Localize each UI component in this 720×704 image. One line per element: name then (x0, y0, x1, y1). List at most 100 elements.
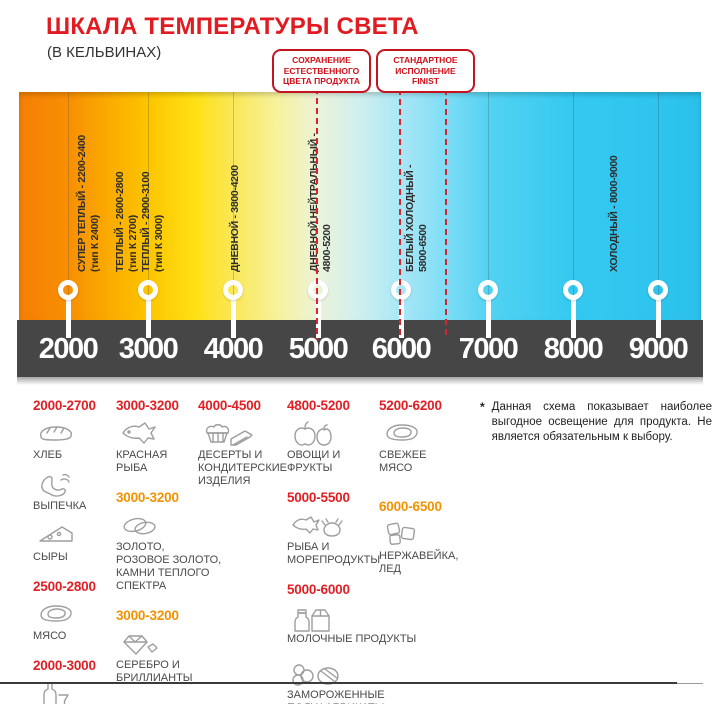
category-item: ВЫПЕЧКА (33, 471, 113, 513)
category-label: СВЕЖЕЕ МЯСО (379, 449, 427, 474)
zone-label-cold: ХОЛОДНЫЙ - 8000-9000 (608, 155, 620, 272)
category-label: ОВОЩИ И ФРУКТЫ (287, 449, 341, 474)
category-label: КРАСНАЯ РЫБА (116, 449, 168, 474)
category-label: ЗАМОРОЖЕННЫЕ ПОЛУФАБРИКАТЫ (287, 689, 385, 704)
gridline-3000 (148, 92, 149, 320)
marker-stem-4000 (230, 296, 236, 338)
meat-icon (36, 601, 113, 628)
footnote-text: Данная схема показывает наиболее выгодно… (491, 401, 712, 443)
zone-label-warm-3000: ТЕПЛЫЙ - 2900-3100 (тип К 3000) (140, 171, 165, 272)
gridline-9000 (658, 92, 659, 320)
category-group: 5200-6200 СВЕЖЕЕ МЯСО (379, 398, 465, 475)
category-label: МОЛОЧНЫЕ ПРОДУКТЫ (287, 633, 417, 645)
temperature-range: 5000-5500 (287, 490, 350, 505)
gridline-4000 (233, 92, 234, 320)
zone-label-warm-2700: ТЕПЛЫЙ - 2600-2800 (тип К 2700) (114, 171, 139, 272)
produce-icon (290, 420, 379, 447)
category-group: 3000-3200 ЗОЛОТО, РОЗОВОЕ ЗОЛОТО, КАМНИ … (116, 490, 222, 593)
category-label: ЗОЛОТО, РОЗОВОЕ ЗОЛОТО, КАМНИ ТЕПЛОГО СП… (116, 541, 222, 592)
bottom-rule (0, 682, 677, 684)
category-group: 2000-2700 ХЛЕБ ВЫПЕЧКА СЫРЫ (33, 398, 113, 564)
footnote-asterisk: * (480, 400, 485, 414)
marker-stem-8000 (570, 296, 576, 338)
fish-icon (119, 420, 200, 447)
category-column-3: 4000-4500 ДЕСЕРТЫ И КОНДИТЕРСКИЕ ИЗДЕЛИЯ (198, 398, 288, 503)
category-group: 3000-3200 СЕРЕБРО И БРИЛЛИАНТЫ (116, 608, 200, 685)
category-label: ДЕСЕРТЫ И КОНДИТЕРСКИЕ ИЗДЕЛИЯ (198, 449, 288, 487)
category-column-1: 2000-2700 ХЛЕБ ВЫПЕЧКА СЫРЫ 250 (33, 398, 113, 704)
category-item: СЕРЕБРО И БРИЛЛИАНТЫ (116, 630, 200, 685)
category-item: МОЛОЧНЫЕ ПРОДУКТЫ (287, 604, 417, 646)
category-group: 5000-6000 МОЛОЧНЫЕ ПРОДУКТЫ ЗАМОРОЖЕННЫЕ… (287, 582, 417, 704)
category-column-4: 4800-5200 ОВОЩИ И ФРУКТЫ 5000-5500 РЫБА … (287, 398, 417, 704)
marker-ring-4000 (223, 280, 243, 300)
category-item: СЫРЫ (33, 522, 113, 564)
category-item: ЗОЛОТО, РОЗОВОЕ ЗОЛОТО, КАМНИ ТЕПЛОГО СП… (116, 512, 222, 593)
temperature-range: 5200-6200 (379, 398, 442, 413)
bottom-rule-tail (677, 683, 703, 684)
marker-ring-7000 (478, 280, 498, 300)
dessert-icon (201, 420, 288, 447)
gridline-2000 (68, 92, 69, 320)
category-label: ХЛЕБ (33, 449, 63, 461)
marker-stem-5000 (315, 296, 321, 338)
category-group: 2000-3000 АКОГОЛЬ (33, 658, 113, 704)
category-label: РЫБА И МОРЕПРОДУКТЫ (287, 541, 381, 566)
ice-icon (382, 521, 465, 548)
temperature-range: 5000-6000 (287, 582, 350, 597)
gridline-7000 (488, 92, 489, 320)
callout-finist-standard: СТАНДАРТНОЕ ИСПОЛНЕНИЕ FINIST (376, 49, 475, 93)
tick-3000: 3000 (118, 333, 179, 365)
seafood-icon (290, 512, 379, 539)
rings-icon (119, 512, 200, 539)
category-item: КРАСНАЯ РЫБА (116, 420, 200, 475)
temperature-range: 3000-3200 (116, 398, 179, 413)
dashed-line-5000k (316, 88, 318, 340)
footnote: * Данная схема показывает наиболее выгод… (480, 400, 712, 445)
category-group: 5000-5500 РЫБА И МОРЕПРОДУКТЫ (287, 490, 381, 567)
cheese-icon (36, 522, 113, 549)
kelvin-axis-shadow (17, 377, 703, 385)
temperature-range: 3000-3200 (116, 608, 179, 623)
dashed-line-6500k (445, 89, 447, 338)
category-item: АКОГОЛЬ (33, 680, 113, 704)
tick-9000: 9000 (628, 333, 689, 365)
temperature-range: 3000-3200 (116, 490, 179, 505)
page-title: ШКАЛА ТЕМПЕРАТУРЫ СВЕТА (46, 13, 419, 40)
temperature-range: 6000-6500 (379, 499, 442, 514)
dashed-line-6000k (399, 89, 401, 338)
marker-ring-5000 (308, 280, 328, 300)
gridline-8000 (573, 92, 574, 320)
category-label: СЫРЫ (33, 551, 68, 563)
marker-ring-8000 (563, 280, 583, 300)
temperature-range: 2000-3000 (33, 658, 96, 673)
tick-4000: 4000 (203, 333, 264, 365)
tick-8000: 8000 (543, 333, 604, 365)
marker-stem-6000 (398, 296, 404, 338)
temperature-range: 4800-5200 (287, 398, 350, 413)
marker-stem-7000 (485, 296, 491, 338)
marker-ring-3000 (138, 280, 158, 300)
marker-ring-9000 (648, 280, 668, 300)
category-label: МЯСО (33, 630, 67, 642)
category-item: ХЛЕБ (33, 420, 113, 462)
marker-stem-9000 (655, 296, 661, 338)
marker-ring-6000 (391, 280, 411, 300)
category-item: МЯСО (33, 601, 113, 643)
category-group: 4800-5200 ОВОЩИ И ФРУКТЫ (287, 398, 379, 475)
temperature-range: 2000-2700 (33, 398, 96, 413)
pastry-icon (36, 471, 113, 498)
zone-label-neutral-daylight: ДНЕВНОЙ НЕЙТРАЛЬНЫЙ - 4800-5200 (308, 133, 333, 272)
callout-natural-color: СОХРАНЕНИЕ ЕСТЕСТВЕННОГО ЦВЕТА ПРОДУКТА (272, 49, 371, 93)
category-group: 3000-3200 КРАСНАЯ РЫБА (116, 398, 200, 475)
temperature-range: 2500-2800 (33, 579, 96, 594)
category-label: НЕРЖАВЕЙКА, ЛЕД (379, 550, 459, 575)
tick-5000: 5000 (288, 333, 349, 365)
zone-label-super-warm: СУПЕР ТЕПЛЫЙ - 2200-2400 (тип К 2400) (76, 135, 101, 272)
tick-6000: 6000 (371, 333, 432, 365)
category-item: РЫБА И МОРЕПРОДУКТЫ (287, 512, 381, 567)
category-group: 4000-4500 ДЕСЕРТЫ И КОНДИТЕРСКИЕ ИЗДЕЛИЯ (198, 398, 288, 488)
marker-stem-3000 (145, 296, 151, 338)
temperature-gradient-band (19, 92, 701, 320)
